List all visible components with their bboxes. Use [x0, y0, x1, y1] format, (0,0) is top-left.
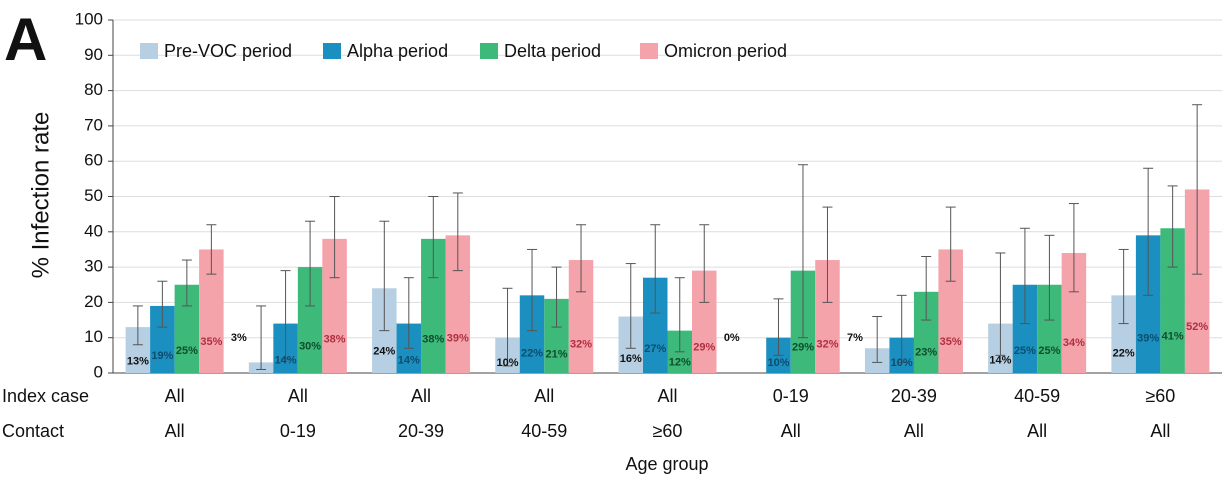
legend-label: Omicron period [664, 41, 787, 61]
x-tick-label: All [165, 386, 185, 406]
y-tick-label: 60 [84, 151, 103, 170]
y-tick-label: 30 [84, 257, 103, 276]
y-tick-label: 80 [84, 80, 103, 99]
x-tick-label: 0-19 [773, 386, 809, 406]
value-label: 38% [324, 333, 346, 345]
x-tick-label: 0-19 [280, 421, 316, 441]
value-label: 34% [1063, 337, 1085, 349]
x-tick-label: All [534, 386, 554, 406]
value-label: 27% [644, 343, 666, 355]
value-label: 10% [767, 357, 789, 369]
panel-label: A [4, 6, 47, 73]
legend-swatch [323, 43, 341, 59]
value-label: 14% [398, 355, 420, 367]
value-label: 22% [1113, 347, 1135, 359]
value-label: 3% [231, 332, 247, 344]
legend-label: Delta period [504, 41, 601, 61]
y-tick-label: 10 [84, 327, 103, 346]
x-tick-label: ≥60 [1145, 386, 1175, 406]
x-tick-label: All [165, 421, 185, 441]
x-tick-label: All [904, 421, 924, 441]
value-label: 35% [940, 336, 962, 348]
x-axis-title: Age group [625, 454, 708, 474]
value-label: 21% [546, 348, 568, 360]
value-label: 52% [1186, 321, 1208, 333]
legend-label: Pre-VOC period [164, 41, 292, 61]
value-label: 14% [275, 355, 297, 367]
x-tick-label: All [1027, 421, 1047, 441]
x-tick-label: 40-59 [521, 421, 567, 441]
value-label: 25% [1014, 345, 1036, 357]
x-tick-label: All [781, 421, 801, 441]
x-tick-label: All [288, 386, 308, 406]
y-tick-label: 70 [84, 115, 103, 134]
value-label: 10% [891, 357, 913, 369]
legend-swatch [480, 43, 498, 59]
legend-swatch [640, 43, 658, 59]
value-label: 35% [200, 336, 222, 348]
x-tick-label: All [1150, 421, 1170, 441]
value-label: 32% [570, 339, 592, 351]
value-label: 10% [497, 357, 519, 369]
row-label: Index case [2, 386, 89, 406]
y-tick-label: 0 [94, 362, 103, 381]
value-label: 7% [847, 332, 863, 344]
x-tick-label: 40-59 [1014, 386, 1060, 406]
y-tick-label: 50 [84, 186, 103, 205]
x-tick-label: ≥60 [653, 421, 683, 441]
value-label: 41% [1162, 331, 1184, 343]
value-label: 24% [373, 346, 395, 358]
x-tick-label: 20-39 [891, 386, 937, 406]
value-label: 29% [792, 341, 814, 353]
value-label: 25% [1038, 345, 1060, 357]
value-label: 23% [915, 347, 937, 359]
value-label: 19% [151, 350, 173, 362]
x-tick-label: 20-39 [398, 421, 444, 441]
value-label: 39% [447, 332, 469, 344]
x-tick-label: All [657, 386, 677, 406]
legend-label: Alpha period [347, 41, 448, 61]
y-tick-label: 90 [84, 45, 103, 64]
value-label: 30% [299, 340, 321, 352]
value-label: 29% [693, 341, 715, 353]
value-label: 39% [1137, 332, 1159, 344]
row-label: Contact [2, 421, 64, 441]
value-label: 22% [521, 347, 543, 359]
value-label: 16% [620, 353, 642, 365]
value-label: 25% [176, 345, 198, 357]
y-tick-label: 20 [84, 292, 103, 311]
value-label: 38% [422, 333, 444, 345]
value-label: 12% [669, 356, 691, 368]
y-tick-label: 40 [84, 221, 103, 240]
legend-swatch [140, 43, 158, 59]
value-label: 32% [816, 339, 838, 351]
y-tick-label: 100 [75, 9, 103, 28]
y-axis-title: % Infection rate [27, 112, 54, 279]
value-label: 0% [724, 332, 740, 344]
value-label: 14% [989, 355, 1011, 367]
x-tick-label: All [411, 386, 431, 406]
value-label: 13% [127, 355, 149, 367]
